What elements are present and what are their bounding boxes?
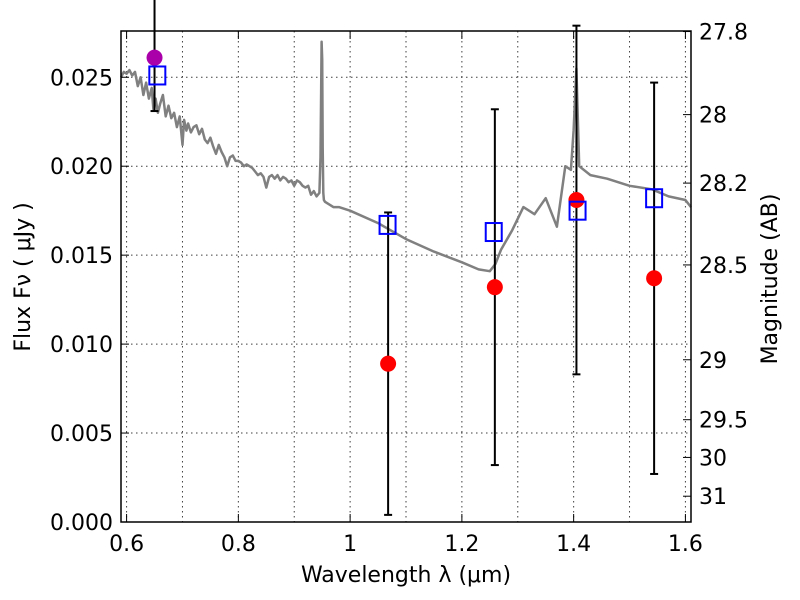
right-tick-label: 28.5	[699, 254, 748, 279]
model-layer	[119, 40, 692, 273]
synthetic-square	[568, 200, 587, 221]
x-tick-label: 0.6	[109, 532, 144, 557]
right-tick-label: 30	[699, 446, 727, 471]
right-tick-label: 28	[699, 104, 727, 129]
y-tick-label: 0.010	[50, 333, 113, 358]
label-layer: Wavelength λ (μm) Flux Fν ( μJy ) Magnit…	[11, 194, 783, 588]
observed-point	[380, 355, 397, 372]
y-tick-label: 0.015	[50, 244, 113, 269]
right-tick-label: 29.5	[699, 409, 748, 434]
synthetic-square	[645, 188, 664, 209]
x-tick-label: 1.6	[668, 532, 703, 557]
right-tick-label: 28.2	[699, 172, 748, 197]
grid-layer	[121, 31, 691, 523]
y-tick-label: 0.025	[50, 66, 113, 91]
y-tick-label: 0.005	[50, 422, 113, 447]
tick-layer: 0.6 0.8 1 1.2 1.4 1.6 0.000 0.005 0.010 0.015 0.02…	[50, 21, 748, 557]
right-tick-label: 31	[699, 485, 727, 510]
x-tick-label: 1.4	[556, 532, 591, 557]
point-layer	[146, 49, 664, 372]
x-tick-label: 1.2	[444, 532, 479, 557]
plot-frame	[120, 30, 692, 523]
observed-special-point	[146, 49, 163, 66]
synthetic-square	[378, 214, 397, 235]
synthetic-square	[484, 222, 503, 243]
model-spectrum-line	[119, 40, 692, 273]
right-tick-label: 29	[699, 349, 727, 374]
y-axis-right-label: Magnitude (AB)	[758, 194, 783, 365]
y-tick-label: 0.000	[50, 511, 113, 536]
x-tick-label: 0.8	[221, 532, 256, 557]
right-tick-label: 27.8	[699, 21, 748, 46]
observed-point	[486, 279, 503, 296]
y-tick-label: 0.020	[50, 155, 113, 180]
x-axis-label: Wavelength λ (μm)	[301, 563, 511, 588]
observed-point	[568, 192, 585, 209]
y-axis-label: Flux Fν ( μJy )	[11, 202, 36, 351]
observed-point	[646, 270, 663, 287]
synthetic-square	[148, 65, 167, 86]
x-tick-label: 1	[343, 532, 357, 557]
